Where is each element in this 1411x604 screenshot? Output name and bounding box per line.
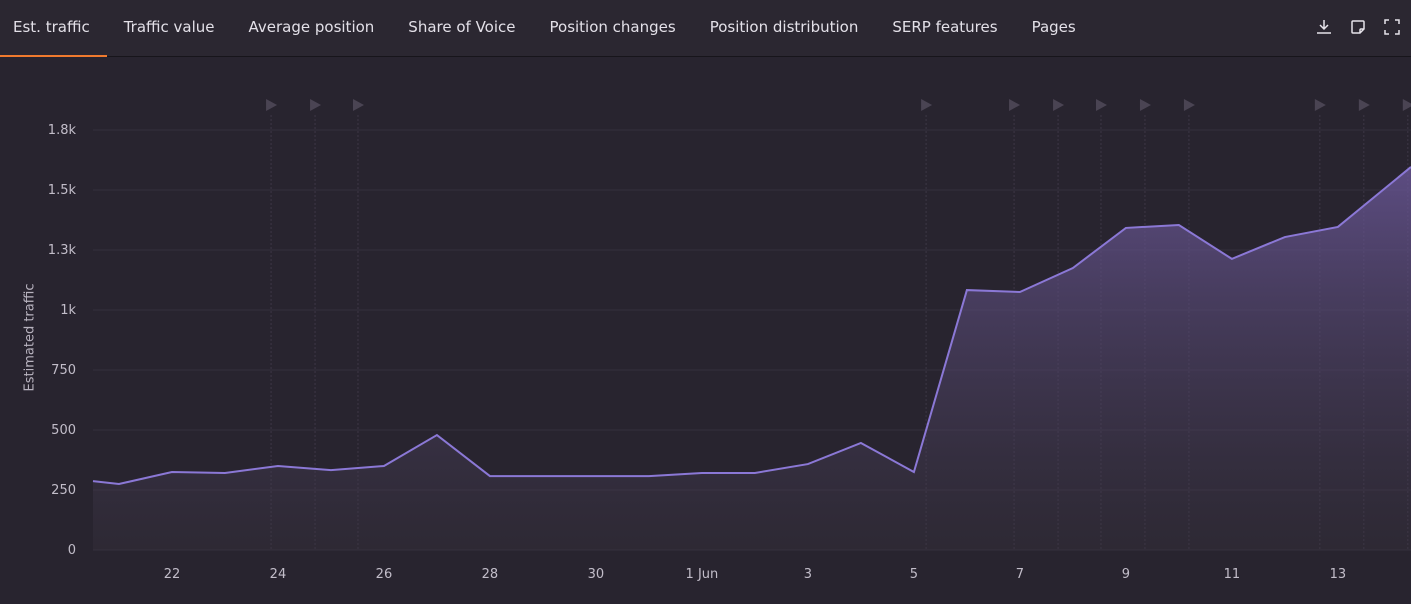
annotation-marker-icon[interactable] [1139,99,1151,111]
x-tick-label: 5 [910,567,918,582]
tab-share-of-voice[interactable]: Share of Voice [408,18,516,36]
x-tick-label: 24 [270,567,287,582]
traffic-line [92,166,1411,486]
tab-position-distribution[interactable]: Position distribution [709,18,859,36]
download-icon[interactable] [1315,18,1333,36]
note-icon[interactable] [1349,18,1367,36]
annotation-marker-icon[interactable] [1095,99,1107,111]
annotation-marker-icon[interactable] [921,99,933,111]
x-tick-label: 7 [1016,567,1024,582]
x-tick-label: 13 [1330,567,1347,582]
y-tick-label: 1.5k [48,183,77,198]
y-tick-label: 1.3k [48,243,77,258]
x-tick-label: 3 [804,567,812,582]
tab-bar: Est. traffic Traffic value Average positio… [0,0,1411,57]
y-tick-label: 750 [51,363,76,378]
traffic-chart: 0 250 500 750 1k 1.3k 1.5k 1.8k 22 24 26 28 30 1 Jun 3… [48,99,1411,582]
y-tick-label: 500 [51,423,76,438]
y-tick-label: 0 [68,543,76,558]
tab-position-changes[interactable]: Position changes [549,18,676,36]
tab-traffic-value[interactable]: Traffic value [123,18,215,36]
fullscreen-icon[interactable] [1383,18,1401,36]
toolbar [1315,18,1401,36]
y-tick-label: 250 [51,483,76,498]
x-tick-label: 30 [588,567,605,582]
tab-est-traffic[interactable]: Est. traffic [0,0,107,57]
x-tick-label: 28 [482,567,499,582]
area-fill [93,166,1411,550]
y-tick-label: 1k [60,303,76,318]
annotation-marker-icon[interactable] [1053,99,1065,111]
annotation-marker-icon[interactable] [1402,99,1411,111]
annotation-marker-icon[interactable] [1183,99,1195,111]
x-tick-label: 9 [1122,567,1130,582]
annotation-marker-icon[interactable] [266,99,278,111]
annotation-marker-icon[interactable] [310,99,322,111]
y-tick-label: 1.8k [48,123,77,138]
x-tick-label: 22 [164,567,181,582]
tab-average-position[interactable]: Average position [248,18,375,36]
annotation-marker-icon[interactable] [1358,99,1370,111]
annotation-marker-icon[interactable] [352,99,364,111]
tab-pages[interactable]: Pages [1031,18,1076,36]
x-tick-label: 26 [376,567,393,582]
annotation-marker-icon[interactable] [1009,99,1021,111]
annotation-marker-icon[interactable] [1314,99,1326,111]
tab-serp-features[interactable]: SERP features [892,18,998,36]
x-tick-label: 11 [1224,567,1241,582]
x-tick-label: 1 Jun [686,567,719,582]
